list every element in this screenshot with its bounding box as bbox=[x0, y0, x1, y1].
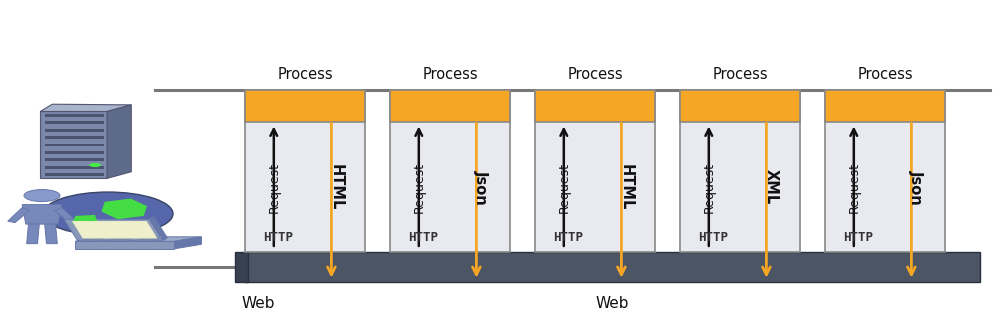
Polygon shape bbox=[72, 221, 157, 238]
Text: Json: Json bbox=[474, 170, 489, 204]
Polygon shape bbox=[75, 241, 174, 249]
Text: Request: Request bbox=[702, 162, 715, 212]
Text: Request: Request bbox=[412, 162, 425, 212]
Bar bbox=[680, 90, 800, 122]
Polygon shape bbox=[45, 121, 104, 124]
Polygon shape bbox=[45, 224, 57, 244]
Bar bbox=[825, 90, 945, 122]
Bar bbox=[390, 90, 510, 252]
Text: Request: Request bbox=[267, 162, 280, 212]
Text: Web: Web bbox=[242, 296, 275, 311]
Text: HTTP: HTTP bbox=[408, 231, 438, 244]
Text: Process: Process bbox=[857, 67, 913, 82]
Polygon shape bbox=[45, 114, 104, 117]
Bar bbox=[235, 252, 248, 282]
Text: HTML: HTML bbox=[329, 164, 344, 210]
Text: HTTP: HTTP bbox=[843, 231, 873, 244]
Bar bbox=[390, 90, 510, 122]
Polygon shape bbox=[40, 112, 107, 178]
Polygon shape bbox=[8, 207, 29, 222]
Text: Json: Json bbox=[909, 170, 924, 204]
Text: Process: Process bbox=[567, 67, 623, 82]
Polygon shape bbox=[72, 215, 98, 224]
Polygon shape bbox=[55, 207, 76, 222]
Polygon shape bbox=[40, 104, 131, 112]
Polygon shape bbox=[45, 136, 104, 139]
Polygon shape bbox=[45, 173, 104, 176]
Bar bbox=[535, 90, 655, 122]
Text: HTML: HTML bbox=[619, 164, 634, 210]
Text: Process: Process bbox=[422, 67, 478, 82]
Polygon shape bbox=[136, 236, 164, 240]
Text: Request: Request bbox=[557, 162, 570, 212]
Circle shape bbox=[24, 190, 60, 202]
Polygon shape bbox=[45, 129, 104, 132]
Bar bbox=[245, 90, 365, 252]
Text: Process: Process bbox=[712, 67, 768, 82]
Polygon shape bbox=[107, 105, 131, 178]
Text: XML: XML bbox=[764, 169, 779, 205]
Polygon shape bbox=[27, 224, 39, 244]
Polygon shape bbox=[149, 217, 167, 240]
Bar bbox=[680, 90, 800, 252]
Text: Web: Web bbox=[595, 296, 629, 311]
Polygon shape bbox=[80, 236, 108, 240]
Polygon shape bbox=[75, 237, 201, 241]
Bar bbox=[535, 90, 655, 252]
Polygon shape bbox=[102, 198, 147, 219]
Polygon shape bbox=[45, 166, 104, 169]
Circle shape bbox=[89, 163, 101, 167]
Text: Request: Request bbox=[847, 162, 860, 212]
Polygon shape bbox=[174, 237, 201, 249]
Text: HTTP: HTTP bbox=[698, 231, 728, 244]
Bar bbox=[825, 90, 945, 252]
Text: Process: Process bbox=[277, 67, 333, 82]
Circle shape bbox=[43, 192, 173, 235]
Polygon shape bbox=[45, 144, 104, 146]
Polygon shape bbox=[108, 236, 136, 240]
Text: HTTP: HTTP bbox=[263, 231, 293, 244]
Polygon shape bbox=[45, 151, 104, 154]
Polygon shape bbox=[22, 204, 62, 224]
Text: HTTP: HTTP bbox=[553, 231, 583, 244]
Bar bbox=[245, 252, 980, 282]
Polygon shape bbox=[64, 219, 163, 240]
Bar bbox=[245, 90, 365, 122]
Polygon shape bbox=[45, 158, 104, 161]
